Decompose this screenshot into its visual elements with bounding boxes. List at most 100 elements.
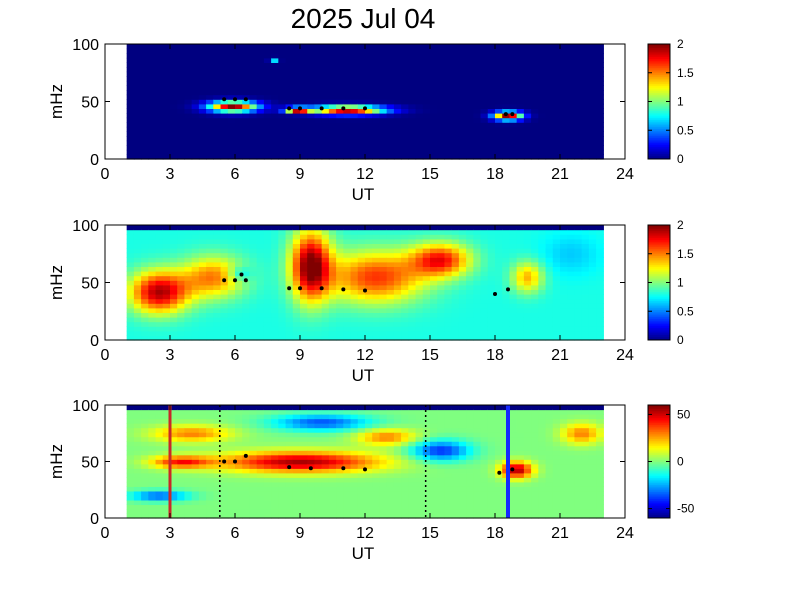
heatmap-cell — [292, 71, 301, 77]
heatmap-cell — [422, 454, 431, 460]
heatmap-cell — [415, 44, 424, 50]
heatmap-cell — [162, 405, 171, 411]
heatmap-cell — [220, 445, 229, 451]
heatmap-cell — [170, 289, 178, 295]
heatmap-cell — [495, 405, 503, 411]
heatmap-cell — [552, 312, 561, 318]
colorbar-segment — [648, 331, 670, 334]
heatmap-cell — [235, 418, 243, 424]
heatmap-cell — [162, 57, 171, 63]
heatmap-cell — [242, 117, 251, 123]
heatmap-cell — [502, 248, 511, 254]
heatmap-cell — [141, 136, 149, 142]
heatmap-cell — [314, 335, 323, 341]
heatmap-cell — [162, 80, 171, 86]
heatmap-cell — [451, 271, 460, 277]
heatmap-cell — [292, 108, 301, 114]
heatmap-cell — [191, 71, 200, 77]
heatmap-cell — [148, 234, 157, 240]
heatmap-cell — [278, 140, 287, 146]
heatmap-cell — [401, 71, 409, 77]
heatmap-cell — [466, 280, 474, 286]
heatmap-cell — [393, 275, 402, 281]
heatmap-cell — [357, 243, 366, 249]
heatmap-cell — [487, 414, 496, 420]
heatmap-cell — [206, 140, 214, 146]
heatmap-cell — [314, 275, 323, 281]
heatmap-cell — [386, 508, 395, 515]
heatmap-cell — [126, 445, 135, 451]
heatmap-cell — [328, 317, 337, 323]
heatmap-cell — [263, 131, 272, 137]
heatmap-cell — [545, 330, 554, 336]
heatmap-cell — [126, 335, 135, 341]
heatmap-cell — [531, 450, 539, 456]
heatmap-cell — [170, 238, 178, 244]
heatmap-cell — [502, 94, 511, 100]
heatmap-cell — [133, 477, 142, 483]
heatmap-cell — [567, 307, 576, 313]
heatmap-cell — [408, 486, 417, 492]
heatmap-cell — [458, 85, 467, 91]
heatmap-cell — [198, 99, 207, 105]
heatmap-cell — [170, 284, 178, 290]
heatmap-cell — [213, 486, 222, 492]
heatmap-cell — [184, 289, 193, 295]
heatmap-cell — [437, 80, 446, 86]
heatmap-cell — [444, 71, 453, 77]
heatmap-cell — [235, 298, 243, 304]
heatmap-cell — [523, 330, 532, 336]
heatmap-cell — [307, 76, 316, 82]
heatmap-cell — [422, 234, 431, 240]
heatmap-cell — [357, 284, 366, 290]
heatmap-cell — [357, 44, 366, 50]
heatmap-cell — [155, 149, 164, 155]
heatmap-cell — [162, 271, 171, 277]
heatmap-cell — [271, 405, 279, 411]
heatmap-cell — [560, 307, 568, 313]
heatmap-cell — [213, 94, 222, 100]
heatmap-cell — [545, 307, 554, 313]
heatmap-cell — [523, 48, 532, 54]
heatmap-cell — [422, 330, 431, 336]
heatmap-cell — [292, 229, 301, 235]
heatmap-cell — [328, 423, 337, 429]
heatmap-cell — [184, 414, 193, 420]
colorbar-segment — [648, 124, 670, 128]
heatmap-cell — [300, 459, 308, 465]
heatmap-cell — [328, 294, 337, 300]
heatmap-cell — [242, 94, 251, 100]
heatmap-cell — [300, 463, 308, 469]
heatmap-cell — [473, 289, 482, 295]
heatmap-cell — [141, 53, 149, 59]
colorbar-segment — [648, 225, 670, 228]
heatmap-cell — [451, 243, 460, 249]
heatmap-cell — [596, 131, 604, 137]
heatmap-cell — [430, 149, 438, 155]
heatmap-cell — [502, 330, 511, 336]
heatmap-cell — [408, 149, 417, 155]
heatmap-cell — [162, 477, 171, 483]
heatmap-cell — [300, 513, 308, 519]
heatmap-cell — [148, 149, 157, 155]
heatmap-cell — [148, 508, 157, 515]
heatmap-cell — [588, 284, 597, 290]
heatmap-cell — [162, 154, 171, 160]
heatmap-cell — [249, 499, 258, 506]
heatmap-cell — [516, 441, 525, 447]
colorbar-segment — [648, 295, 670, 298]
heatmap-cell — [523, 463, 532, 469]
heatmap-cell — [581, 234, 590, 240]
heatmap-cell — [531, 85, 539, 91]
heatmap-cell — [523, 53, 532, 59]
heatmap-cell — [271, 225, 279, 231]
heatmap-cell — [516, 126, 525, 132]
heatmap-cell — [596, 53, 604, 59]
colorbar-segment — [648, 137, 670, 140]
heatmap-cell — [386, 423, 395, 429]
heatmap-cell — [487, 486, 496, 492]
heatmap-cell — [350, 499, 359, 506]
heatmap-cell — [422, 280, 431, 286]
heatmap-cell — [242, 234, 251, 240]
heatmap-cell — [314, 122, 323, 128]
